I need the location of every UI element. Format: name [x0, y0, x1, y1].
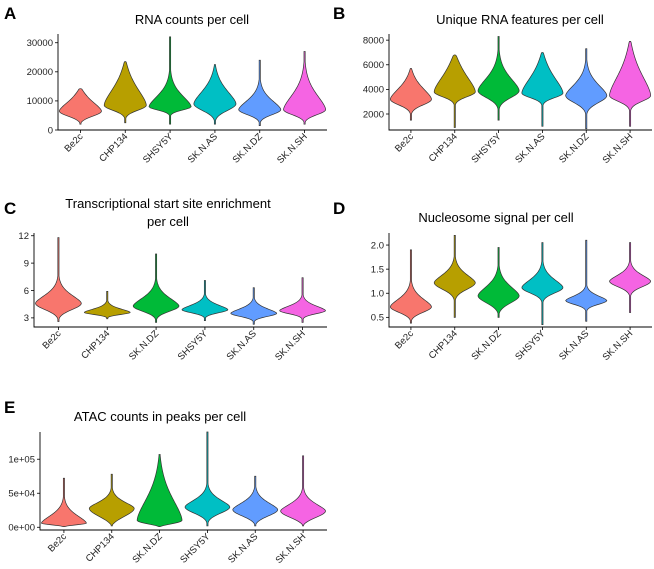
violin-chp134 [103, 61, 147, 124]
y-tick-label: 5e+04 [8, 489, 35, 500]
violin-shsy5y [148, 36, 192, 125]
y-tick-label: 20000 [27, 67, 53, 78]
x-tick-label: SHSY5Y [141, 131, 176, 166]
panel-d: D Nucleosome signal per cell 0.5 1.0 1.5 2.0 B… [333, 199, 652, 363]
y-tick-label: 10000 [27, 96, 53, 107]
panel-letter: B [333, 4, 345, 23]
violin-chp134 [83, 291, 131, 320]
violin-sk-n-as [565, 239, 608, 322]
y-tick-label: 3 [24, 313, 29, 324]
x-tick-label: SK.N.SH [273, 328, 308, 363]
y-tick-label: 0e+00 [8, 523, 35, 534]
panel-title: Transcriptional start site enrichment [65, 196, 271, 211]
x-tick-label: Be2c [393, 328, 416, 351]
violin-sk-n-sh [280, 455, 326, 527]
panel-letter: E [4, 398, 15, 417]
panel-title: Unique RNA features per cell [436, 12, 604, 27]
violin-sk-n-dz [136, 454, 183, 527]
y-tick-label: 1e+05 [8, 455, 35, 466]
panel-title: RNA counts per cell [135, 12, 249, 27]
x-tick-label: SK.N.DZ [469, 328, 503, 362]
x-tick-label: SK.N.AS [513, 131, 547, 165]
y-tick-label: 8000 [363, 35, 384, 46]
x-tick-label: Be2c [40, 328, 63, 351]
violin-shsy5y [477, 36, 520, 121]
y-tick-label: 30000 [27, 38, 53, 49]
x-tick-label: SK.N.AS [225, 328, 259, 362]
violin-shsy5y [184, 431, 231, 527]
violin-be2c [35, 237, 82, 322]
x-tick-label: SK.N.SH [275, 131, 310, 166]
x-tick-label: CHP134 [84, 531, 117, 564]
panel-e: E ATAC counts in peaks per cell 0e+00 5e+04… [4, 398, 327, 566]
x-tick-label: SK.N.AS [186, 131, 220, 165]
x-tick-label: SHSY5Y [178, 531, 213, 566]
x-tick-label: SK.N.AS [557, 328, 591, 362]
violin-sk-n-sh [609, 242, 652, 313]
violin-be2c [389, 68, 432, 121]
panel-title: Nucleosome signal per cell [418, 210, 573, 225]
x-tick-label: SK.N.SH [601, 328, 636, 363]
x-tick-label: CHP134 [427, 328, 460, 361]
violin-sk-n-sh [279, 277, 326, 323]
x-tick-label: SK.N.SH [601, 131, 636, 166]
violin-shsy5y [521, 242, 564, 325]
violin-sk-n-as [232, 475, 279, 527]
x-tick-label: SK.N.DZ [130, 531, 164, 565]
x-tick-label: SK.N.DZ [231, 131, 265, 165]
y-tick-label: 6000 [363, 60, 384, 71]
panel-letter: A [4, 4, 16, 23]
y-tick-label: 1.5 [371, 264, 384, 275]
x-tick-label: SHSY5Y [176, 328, 211, 363]
x-tick-label: SK.N.DZ [557, 131, 591, 165]
violin-sk-n-dz [565, 48, 608, 130]
violin-chp134 [433, 54, 476, 128]
y-tick-label: 2.0 [371, 240, 384, 251]
y-tick-label: 0.5 [371, 313, 384, 324]
y-tick-label: 2000 [363, 109, 384, 120]
y-tick-label: 1.0 [371, 289, 384, 300]
violin-be2c [58, 88, 102, 125]
x-tick-label: SK.N.SH [274, 531, 309, 566]
x-tick-label: Be2c [46, 531, 69, 554]
panel-c: C Transcriptional start site enrichment pe… [4, 196, 327, 363]
x-tick-label: Be2c [62, 131, 85, 154]
violin-sk-n-as [521, 52, 564, 127]
panel-b: B Unique RNA features per cell 2000 4000 600… [333, 4, 652, 166]
violin-be2c [40, 477, 87, 527]
panel-letter: D [333, 199, 345, 218]
violin-be2c [390, 249, 432, 324]
y-tick-label: 9 [24, 258, 29, 269]
violin-sk-n-sh [283, 51, 327, 125]
y-tick-label: 6 [24, 286, 29, 297]
violin-chp134 [433, 235, 476, 318]
violin-sk-n-dz [132, 253, 180, 323]
x-tick-label: SHSY5Y [513, 328, 548, 363]
x-tick-label: CHP134 [427, 131, 460, 164]
violin-sk-n-dz [238, 59, 282, 126]
violin-shsy5y [181, 280, 229, 321]
y-tick-label: 12 [18, 231, 29, 242]
panel-title: ATAC counts in peaks per cell [74, 409, 246, 424]
violin-sk-n-as [230, 287, 278, 325]
x-tick-label: CHP134 [97, 131, 130, 164]
x-tick-label: SHSY5Y [469, 131, 504, 166]
violin-sk-n-as [193, 64, 237, 125]
violin-sk-n-sh [609, 41, 651, 127]
violin-chp134 [88, 473, 135, 527]
y-tick-label: 4000 [363, 85, 384, 96]
panel-letter: C [4, 199, 16, 218]
panel-title: per cell [147, 214, 189, 229]
y-tick-label: 0 [48, 125, 53, 136]
x-tick-label: SK.N.DZ [127, 328, 161, 362]
x-tick-label: CHP134 [79, 328, 112, 361]
violin-sk-n-dz [477, 247, 520, 318]
x-tick-label: Be2c [393, 131, 416, 154]
x-tick-label: SK.N.AS [226, 531, 260, 565]
panel-a: A RNA counts per cell 0 10000 20000 30000 Be2c… [4, 4, 327, 166]
